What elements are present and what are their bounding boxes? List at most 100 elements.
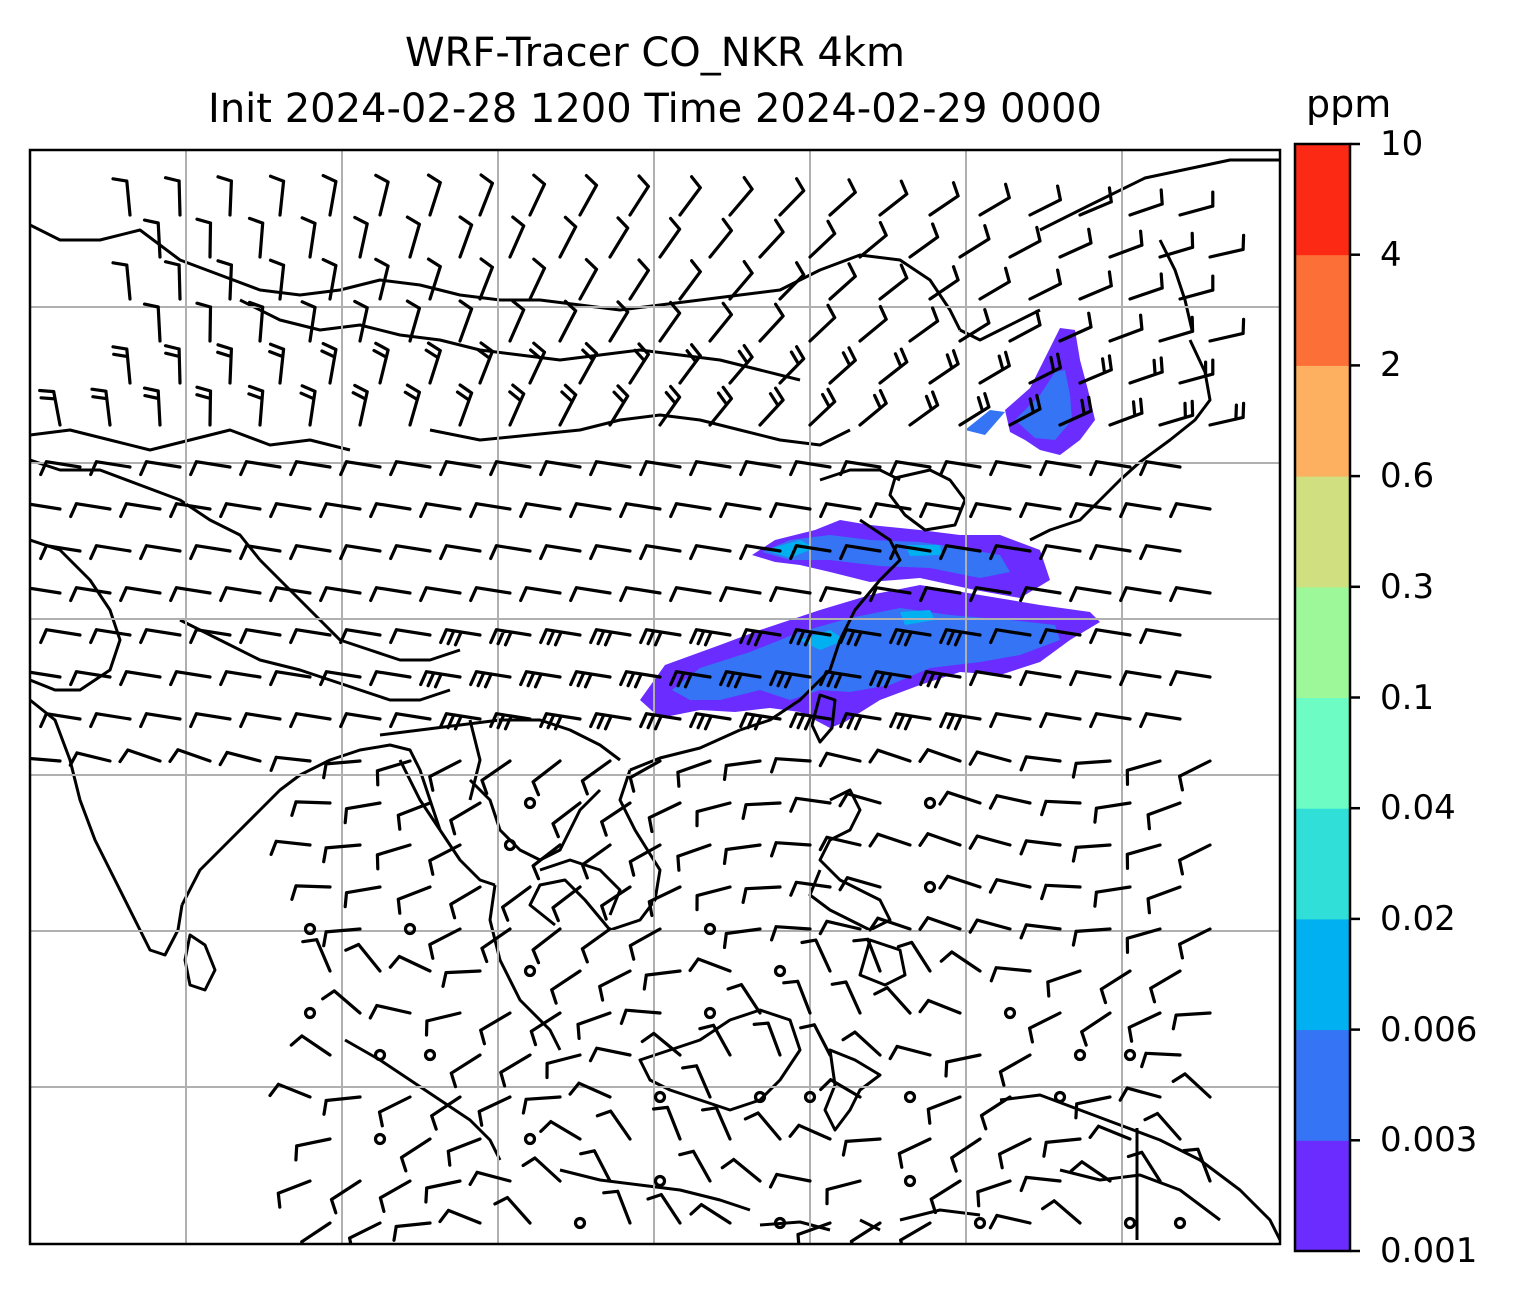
wind-barb [819,670,862,689]
wind-barb [1208,233,1246,259]
wind-barb [818,835,862,852]
wind-barb [950,1137,982,1173]
wind-barb [1058,311,1093,343]
wind-barb [589,628,632,647]
wind-barb [369,502,412,519]
wind-barb [1040,799,1082,817]
wind-barb [839,460,882,477]
wind-barb [580,927,612,964]
wind-barb [799,1023,832,1057]
colorbar-segment [1295,697,1350,809]
wind-barb [1178,358,1215,385]
wind-barb [216,259,233,301]
wind-barb [1058,227,1093,259]
wind-barb [1069,586,1112,603]
wind-barb [1042,1137,1082,1158]
wind-barb [868,832,912,848]
wind-barb [769,502,812,519]
wind-barb [89,628,132,645]
wind-barb [608,300,630,343]
wind-barb [195,217,213,259]
wind-barb [419,670,462,689]
wind-barb [489,628,532,647]
wind-barb [789,544,832,561]
wind-barb [268,258,286,301]
wind-barb [119,586,162,603]
wind-barb [978,350,1011,385]
wind-barb [269,586,312,603]
wind-barb [300,300,317,343]
wind-barb [1074,1095,1112,1120]
wind-barb [968,834,1012,850]
wind-barb [968,918,1012,934]
wind-calm-marker [523,1132,537,1146]
wind-barb [908,306,940,343]
wind-barb [1089,712,1132,729]
wind-barb [897,1137,932,1169]
wind-barb [580,759,612,796]
colorbar-tick-label: 0.6 [1380,456,1435,497]
wind-barb [628,927,662,961]
map-title-line1: WRF-Tracer CO_NKR 4km [404,30,906,76]
wind-barb [569,670,612,689]
wind-calm-marker [1123,1216,1137,1230]
wind-barb [1046,969,1082,998]
wind-barb [369,670,412,687]
wind-barb [1039,460,1082,477]
wind-barb [741,801,782,820]
wind-barb [239,460,282,477]
wind-barb [647,885,682,918]
co-plume-north-tail [965,410,1005,435]
wind-barb [796,1221,832,1244]
wind-barb [320,342,338,385]
wind-barb [589,712,632,731]
wind-barb [294,1137,332,1162]
wind-barb [858,305,888,343]
wind-barb [743,1111,782,1141]
wind-barb [519,502,562,519]
wind-barb [219,502,262,519]
wind-barb [828,178,857,217]
wind-barb [1071,843,1112,863]
wind-barb [639,544,682,561]
wind-barb [69,502,112,519]
coast-sulawesi [823,1048,882,1132]
wind-calm-marker [653,1174,667,1188]
wind-calm-marker [523,964,537,978]
wind-barb [439,460,482,477]
wind-barb [719,670,762,689]
wind-calm-marker [703,1006,717,1020]
wind-barb [1040,883,1082,901]
wind-barb [722,843,762,865]
border-afghan-pak [30,538,122,692]
wind-barb [339,460,382,477]
wind-barb [658,216,682,259]
wind-barb [480,759,512,796]
wind-barb [918,998,962,1015]
wind-barb [551,885,582,923]
border-southeast-asia [379,718,621,762]
wind-barb [1058,395,1093,427]
wind-barb [658,300,682,343]
border-myanmar [398,719,482,831]
wind-barb [339,544,382,561]
wind-barb [878,347,909,385]
wind-barb [368,1003,412,1020]
colorbar-segment [1295,144,1350,256]
wind-barb [858,389,888,427]
wind-barb [628,342,650,385]
wind-barb [374,257,390,301]
wind-barb [1008,225,1042,259]
wind-barb [580,843,612,880]
wind-barb [770,757,812,774]
wind-barb [939,950,982,973]
wind-barb [1158,399,1195,427]
wind-barb [639,628,682,647]
wind-barb [1128,188,1164,217]
wind-barb [758,386,785,427]
wind-barb [1008,309,1042,343]
colorbar-segment [1295,365,1350,477]
wind-barb [938,874,982,890]
wind-barb [289,628,332,645]
border-cambodia [539,858,622,916]
